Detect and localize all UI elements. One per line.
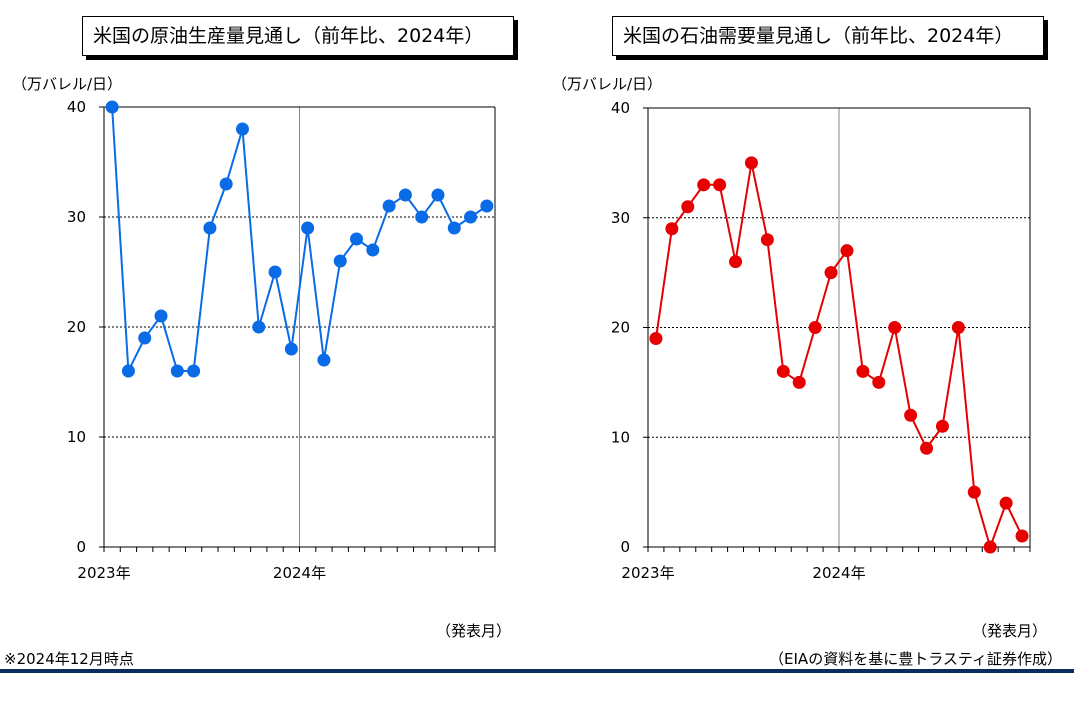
right-data-point [681, 200, 695, 214]
left-data-point [170, 364, 184, 378]
right-data-point [729, 255, 743, 269]
right-data-point [967, 485, 981, 499]
left-y-tick-label: 20 [67, 318, 86, 336]
right-data-point [935, 419, 949, 433]
right-data-point [744, 156, 758, 170]
left-data-point [284, 342, 298, 356]
left-x-axis-caption: （発表月） [436, 622, 512, 640]
left-data-point [105, 100, 119, 114]
left-x-tick-label: 2024年 [273, 564, 326, 582]
right-data-point [824, 266, 838, 280]
left-y-tick-label: 40 [67, 98, 86, 116]
right-x-tick-label: 2024年 [812, 564, 865, 582]
left-data-point [187, 364, 201, 378]
right-y-tick-label: 20 [611, 319, 630, 337]
right-data-point [697, 178, 711, 192]
right-data-point [649, 331, 663, 345]
left-data-point [235, 122, 249, 136]
right-data-point [856, 364, 870, 378]
left-data-point [480, 199, 494, 213]
left-y-tick-label: 30 [67, 208, 86, 226]
right-data-point [776, 364, 790, 378]
left-data-point [398, 188, 412, 202]
right-data-point [1015, 529, 1029, 543]
footnote: ※2024年12月時点 [4, 650, 134, 668]
left-data-point [333, 254, 347, 268]
right-data-point [888, 321, 902, 334]
right-data-point [920, 441, 934, 455]
left-x-tick-label: 2023年 [77, 564, 130, 582]
left-data-point [447, 221, 461, 235]
right-data-point [792, 375, 806, 389]
right-data-point [872, 375, 886, 389]
left-chart-title: 米国の原油生産量見通し（前年比、2024年） [82, 16, 514, 56]
right-x-axis-caption: （発表月） [972, 622, 1048, 640]
left-data-point [431, 188, 445, 202]
right-chart-title: 米国の石油需要量見通し（前年比、2024年） [612, 16, 1044, 56]
left-data-point [138, 331, 152, 345]
left-y-tick-label: 10 [67, 428, 86, 446]
left-data-point [203, 221, 217, 235]
left-y-tick-label: 0 [76, 538, 86, 556]
right-data-point [951, 321, 965, 334]
right-x-tick-label: 2023年 [621, 564, 674, 582]
right-data-point [904, 408, 918, 422]
right-data-point [713, 178, 727, 192]
left-data-point [219, 177, 233, 191]
right-data-point [999, 496, 1013, 510]
right-data-point [760, 233, 774, 247]
right-y-tick-label: 30 [611, 209, 630, 227]
right-data-point [840, 244, 854, 258]
left-data-point [301, 221, 315, 235]
left-y-axis-label: （万バレル/日） [12, 75, 123, 93]
left-data-point [382, 199, 396, 213]
right-y-tick-label: 0 [620, 538, 630, 556]
left-data-point [350, 232, 364, 246]
bottom-rule [0, 669, 1074, 673]
left-data-point [415, 210, 429, 224]
right-y-axis-label: （万バレル/日） [552, 75, 663, 93]
left-data-point [317, 353, 331, 367]
left-data-point [252, 320, 266, 334]
right-data-point [665, 222, 679, 236]
right-data-point [808, 321, 822, 334]
right-data-point [983, 540, 997, 554]
left-data-point [366, 243, 380, 257]
right-y-tick-label: 10 [611, 428, 630, 446]
source-note: （EIAの資料を基に豊トラスティ証券作成） [769, 650, 1062, 668]
left-data-point [464, 210, 478, 224]
left-data-point [268, 265, 282, 279]
left-data-point [121, 364, 135, 378]
right-y-tick-label: 40 [611, 99, 630, 117]
left-data-point [154, 309, 168, 323]
